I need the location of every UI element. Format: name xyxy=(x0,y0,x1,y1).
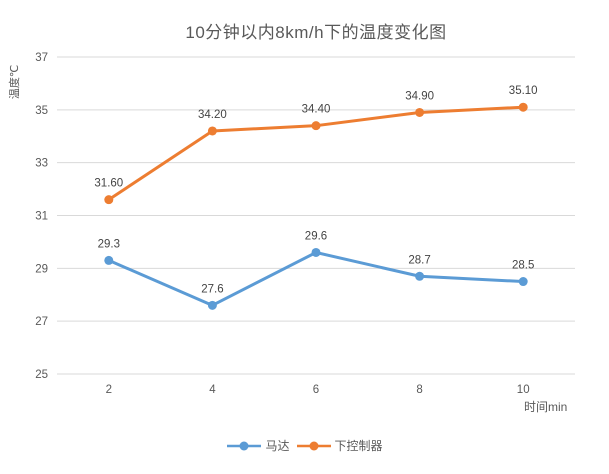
data-point-marker xyxy=(207,126,217,136)
x-tick-label: 8 xyxy=(416,384,422,396)
chart-title: 10分钟以内8km/h下的温度变化图 xyxy=(185,23,447,42)
data-point-label: 29.3 xyxy=(98,238,120,250)
x-tick-label: 4 xyxy=(209,384,216,396)
legend-line-marker-icon xyxy=(226,440,262,452)
series-line xyxy=(107,250,525,307)
data-point-label: 31.60 xyxy=(94,178,123,190)
data-point-marker xyxy=(518,102,528,112)
x-tick-label: 6 xyxy=(313,384,319,396)
data-point-marker xyxy=(415,107,425,117)
y-axis-title: 温度℃ xyxy=(9,64,21,100)
data-point-label: 28.5 xyxy=(512,260,534,272)
y-tick-label: 27 xyxy=(35,316,48,328)
y-tick-label: 37 xyxy=(35,52,48,64)
legend-line-marker-icon xyxy=(296,440,332,452)
data-point-marker xyxy=(311,247,321,257)
data-point-label: 35.10 xyxy=(509,85,538,97)
data-point-label: 34.20 xyxy=(198,109,227,121)
legend-item-motor: 马达 xyxy=(226,437,290,454)
data-point-label: 34.90 xyxy=(405,90,434,102)
x-axis-title: 时间min xyxy=(524,400,568,414)
data-point-label: 27.6 xyxy=(201,283,223,295)
x-tick-label: 2 xyxy=(106,384,112,396)
data-point-label: 34.40 xyxy=(302,104,331,116)
data-point-marker xyxy=(207,300,217,310)
y-tick-label: 29 xyxy=(35,263,48,275)
y-tick-label: 35 xyxy=(35,105,48,117)
data-point-marker xyxy=(104,255,114,265)
series-line xyxy=(107,105,525,202)
legend-label-lower-controller: 下控制器 xyxy=(334,439,383,453)
data-point-marker xyxy=(415,271,425,281)
y-tick-label: 31 xyxy=(35,211,48,223)
y-tick-label: 33 xyxy=(35,158,48,170)
legend: 马达 下控制器 xyxy=(0,437,609,454)
data-point-marker xyxy=(311,121,321,131)
data-point-marker xyxy=(518,277,528,287)
data-point-label: 28.7 xyxy=(408,254,430,266)
data-point-marker xyxy=(104,195,114,205)
data-point-label: 29.6 xyxy=(305,230,327,242)
legend-label-motor: 马达 xyxy=(265,439,290,453)
x-tick-label: 10 xyxy=(517,384,530,396)
y-tick-label: 25 xyxy=(35,369,48,381)
legend-item-lower-controller: 下控制器 xyxy=(296,437,383,454)
